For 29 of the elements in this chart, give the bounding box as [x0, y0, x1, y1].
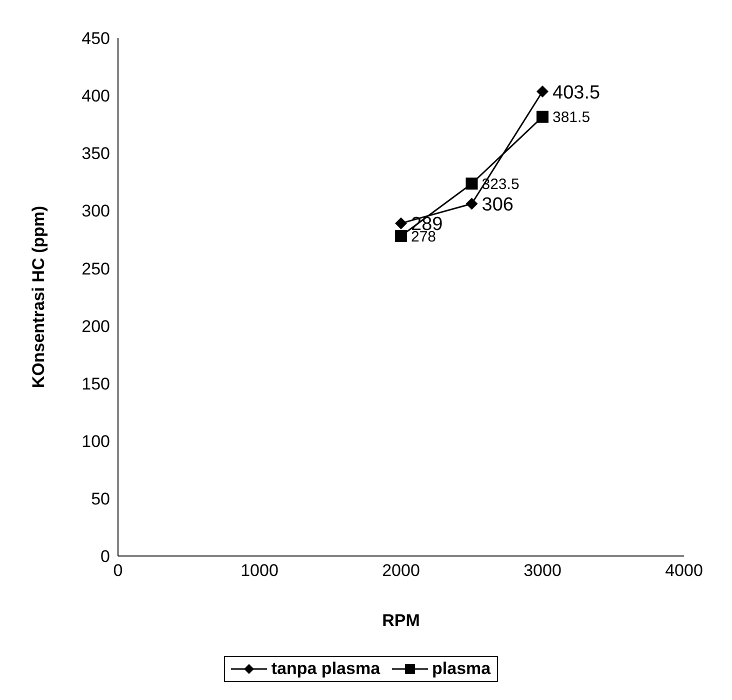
point: [466, 198, 478, 210]
y-tick-label: 100: [82, 432, 110, 451]
x-tick-label: 2000: [382, 561, 420, 580]
data-label: 323.5: [482, 176, 520, 193]
data-label: 381.5: [552, 109, 590, 126]
x-tick-label: 4000: [665, 561, 703, 580]
y-tick-label: 250: [82, 259, 110, 278]
point: [395, 217, 407, 230]
data-label: 306: [482, 194, 514, 216]
y-tick-label: 400: [82, 86, 110, 106]
y-tick-label: 200: [82, 316, 110, 336]
x-tick-label: 3000: [524, 561, 562, 580]
point: [536, 110, 548, 123]
data-label: 403.5: [552, 82, 600, 104]
point: [466, 178, 478, 190]
legend-label: plasma: [432, 659, 491, 679]
y-tick-label: 0: [100, 547, 110, 566]
y-tick-label: 350: [82, 144, 110, 164]
point: [536, 86, 548, 98]
y-axis-title: KOnsentrasi HC (ppm): [29, 206, 48, 388]
y-tick-label: 50: [91, 489, 110, 508]
point: [395, 230, 407, 242]
legend-label: tanpa plasma: [271, 659, 380, 679]
x-tick-label: 0: [113, 561, 123, 580]
x-tick-label: 1000: [240, 561, 278, 580]
y-tick-label: 450: [82, 29, 110, 48]
x-axis-title: RPM: [382, 611, 420, 630]
y-tick-label: 300: [82, 202, 110, 221]
y-tick-label: 150: [82, 374, 110, 394]
